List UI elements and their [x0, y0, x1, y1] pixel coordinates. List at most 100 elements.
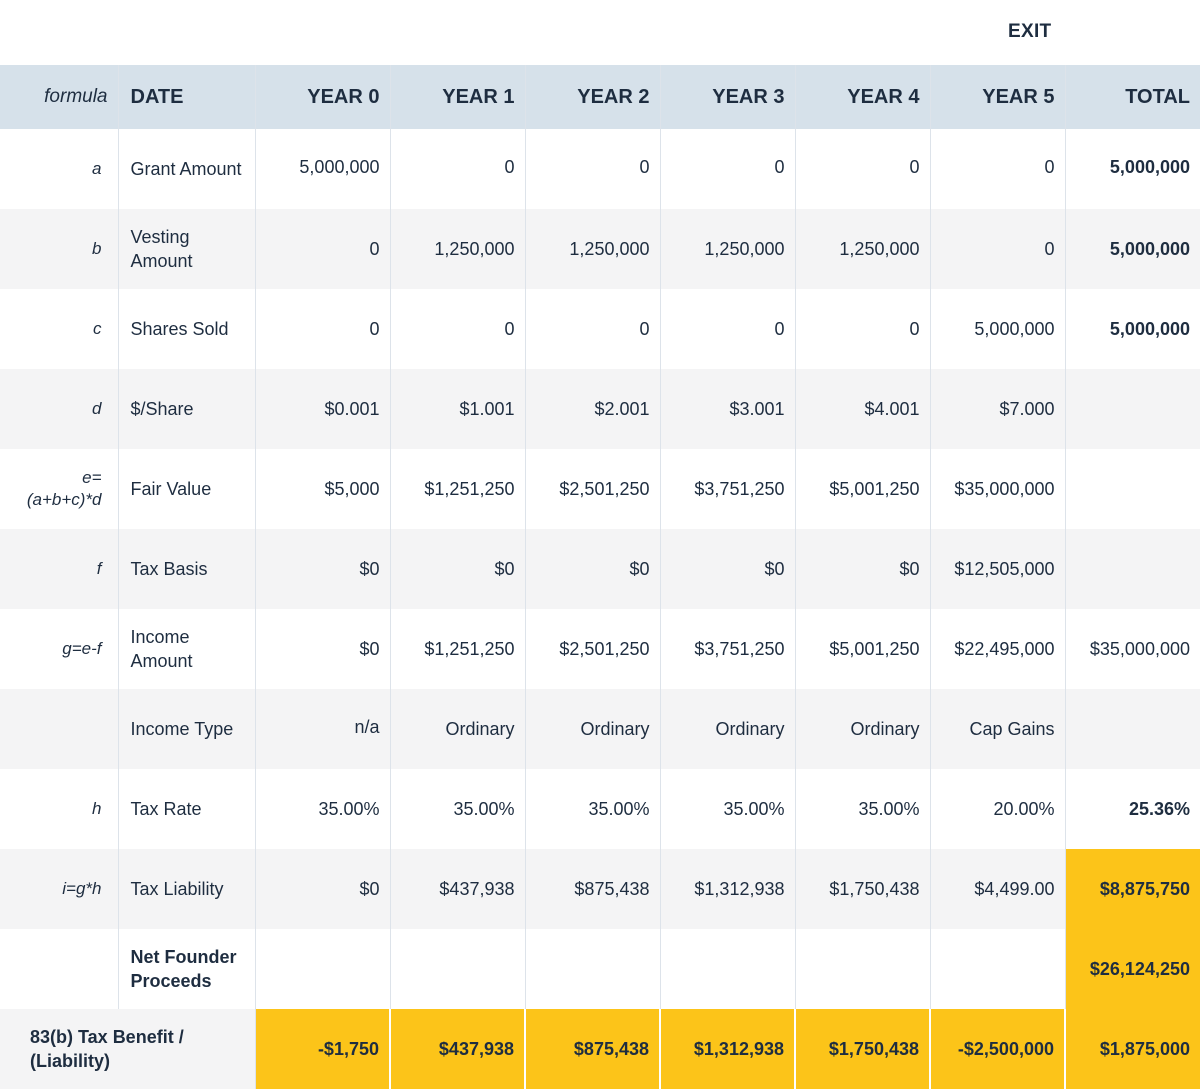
row-formula: d: [0, 369, 119, 449]
table-cell: 35.00%: [255, 769, 391, 849]
tax-benefit-cell: $875,438: [525, 1009, 661, 1089]
row-label: Tax Basis: [118, 529, 256, 609]
table-cell: 0: [525, 289, 661, 369]
tax-benefit-cell: $1,312,938: [660, 1009, 796, 1089]
row-formula: b: [0, 209, 119, 289]
row-formula: f: [0, 529, 119, 609]
table-cell: 1,250,000: [660, 209, 796, 289]
tax-benefit-row: 83(b) Tax Benefit / (Liability) -$1,750 …: [0, 1009, 1200, 1089]
table-row: g=e-f Income Amount $0 $1,251,250 $2,501…: [0, 609, 1200, 689]
table-row: Income Type n/a Ordinary Ordinary Ordina…: [0, 689, 1200, 769]
table-cell: [930, 929, 1066, 1009]
table-row: c Shares Sold 0 0 0 0 0 5,000,000 5,000,…: [0, 289, 1200, 369]
row-total: 5,000,000: [1109, 157, 1190, 177]
row-label: Income Type: [118, 689, 256, 769]
row-total: 25.36%: [1128, 798, 1190, 819]
table-cell: 1,250,000: [390, 209, 526, 289]
year-header: YEAR 4: [795, 65, 931, 129]
table-cell: 35.00%: [795, 769, 931, 849]
table-cell: $0: [255, 609, 391, 689]
table-row: e= (a+b+c)*d Fair Value $5,000 $1,251,25…: [0, 449, 1200, 529]
tax-benefit-cell: -$1,750: [255, 1009, 391, 1089]
table-cell: $0: [255, 849, 391, 929]
table-cell: [795, 929, 931, 1009]
table-cell: [660, 929, 796, 1009]
tax-benefit-cell: $437,938: [390, 1009, 526, 1089]
table-row: d $/Share $0.001 $1.001 $2.001 $3.001 $4…: [0, 369, 1200, 449]
table-cell: 35.00%: [660, 769, 796, 849]
table-cell: 0: [255, 209, 391, 289]
table-cell: 20.00%: [930, 769, 1066, 849]
table-cell: $35,000,000: [930, 449, 1066, 529]
table-cell: $1,251,250: [390, 449, 526, 529]
table-cell: 0: [660, 129, 796, 209]
table-cell: $1.001: [390, 369, 526, 449]
tax-benefit-total: $1,875,000: [1065, 1009, 1200, 1089]
table-cell: Ordinary: [660, 689, 796, 769]
tax-benefit-cell: -$2,500,000: [930, 1009, 1066, 1089]
table-cell: 0: [525, 129, 661, 209]
table-cell: $4.001: [795, 369, 931, 449]
row-formula: g=e-f: [0, 609, 119, 689]
row-label: Fair Value: [118, 449, 256, 529]
formula-header: formula: [0, 65, 119, 129]
table-cell: Ordinary: [525, 689, 661, 769]
table-cell: Ordinary: [390, 689, 526, 769]
table-cell: Cap Gains: [930, 689, 1066, 769]
table-cell: $5,001,250: [795, 609, 931, 689]
row-total: [1065, 689, 1200, 769]
table-cell: $2.001: [525, 369, 661, 449]
table-cell: $875,438: [525, 849, 661, 929]
table-cell: 0: [390, 289, 526, 369]
table-cell: $22,495,000: [930, 609, 1066, 689]
tax-benefit-cell: $1,750,438: [795, 1009, 931, 1089]
table-cell: [525, 929, 661, 1009]
table-cell: $0: [255, 529, 391, 609]
table-cell: $1,750,438: [795, 849, 931, 929]
table-cell: $12,505,000: [930, 529, 1066, 609]
row-formula: a: [0, 129, 119, 209]
table-cell: n/a: [255, 689, 391, 769]
table-cell: 1,250,000: [525, 209, 661, 289]
date-header: DATE: [118, 65, 256, 129]
table-cell: 0: [390, 129, 526, 209]
row-formula: h: [0, 769, 119, 849]
table-cell: 1,250,000: [795, 209, 931, 289]
table-cell: $3,751,250: [660, 609, 796, 689]
row-total: [1065, 449, 1200, 529]
table-cell: $1,312,938: [660, 849, 796, 929]
table-cell: $437,938: [390, 849, 526, 929]
table-cell: 5,000,000: [930, 289, 1066, 369]
table-cell: $3,751,250: [660, 449, 796, 529]
table-cell: $0: [390, 529, 526, 609]
net-proceeds-total: $26,124,250: [1065, 929, 1200, 1009]
exit-button[interactable]: EXIT: [1008, 21, 1052, 42]
row-formula: [0, 689, 119, 769]
table-cell: 0: [930, 209, 1066, 289]
total-header: TOTAL: [1125, 85, 1190, 108]
table-cell: $5,001,250: [795, 449, 931, 529]
row-total: $35,000,000: [1089, 638, 1190, 659]
year-header: YEAR 3: [660, 65, 796, 129]
table-cell: $7.000: [930, 369, 1066, 449]
tax-benefit-label: 83(b) Tax Benefit / (Liability): [0, 1009, 256, 1089]
table-cell: $2,501,250: [525, 609, 661, 689]
row-total: [1065, 529, 1200, 609]
table-row: Net Founder Proceeds $26,124,250: [0, 929, 1200, 1009]
year-header: YEAR 0: [255, 65, 391, 129]
row-total: [1065, 369, 1200, 449]
table-cell: 0: [795, 289, 931, 369]
row-label: Income Amount: [118, 609, 256, 689]
table-row: h Tax Rate 35.00% 35.00% 35.00% 35.00% 3…: [0, 769, 1200, 849]
table-cell: 0: [930, 129, 1066, 209]
table-cell: $3.001: [660, 369, 796, 449]
tax-liability-total: $8,875,750: [1065, 849, 1200, 929]
table-cell: 0: [660, 289, 796, 369]
table-cell: $2,501,250: [525, 449, 661, 529]
table-cell: $5,000: [255, 449, 391, 529]
table-cell: $0: [795, 529, 931, 609]
year-header: YEAR 5: [930, 65, 1066, 129]
table-cell: $0.001: [255, 369, 391, 449]
table-cell: [390, 929, 526, 1009]
table-cell: $0: [660, 529, 796, 609]
